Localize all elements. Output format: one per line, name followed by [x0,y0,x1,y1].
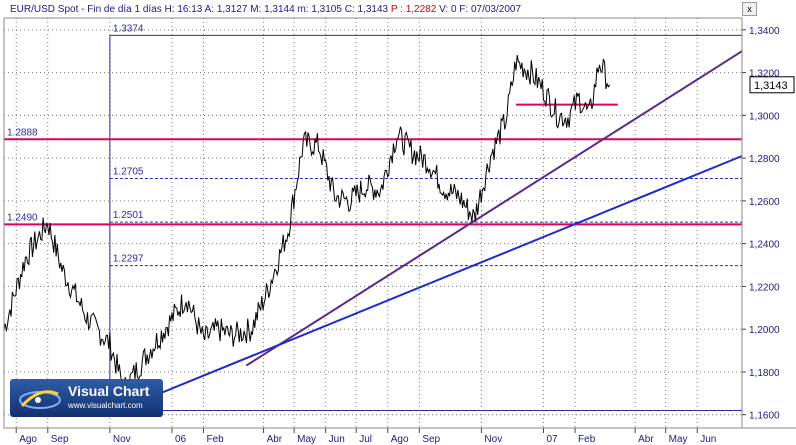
level-label: 1.2705 [113,166,144,177]
last-price-tag [749,76,795,94]
x-tick-label: Ago [19,434,37,445]
x-tick-label: Jun [700,434,716,445]
level-label: 1.2888 [7,127,38,138]
x-tick-label: Jun [329,434,345,445]
y-tick-label: 1,3400 [749,26,780,37]
m-label: M: [250,4,261,15]
x-tick-label: Feb [207,434,225,445]
x-tick-label: Nov [113,434,131,445]
x-tick-label: May [669,434,688,445]
a-value: 1,3127 [217,4,248,15]
c-label: C: [345,4,355,15]
x-tick-label: Sep [422,434,440,445]
logo-swoosh-icon [19,390,61,409]
f-label: F: [459,4,468,15]
n-label: m: [297,4,308,15]
price-line [3,55,611,398]
period-label: Fin de día 1 días [87,4,162,15]
header-text: EUR/USD Spot - Fin de día 1 días H: 16:1… [10,4,521,15]
m-value: 1,3144 [264,4,295,15]
x-tick-label: 07 [547,434,559,445]
x-tick-label: Abr [638,434,654,445]
header-bar: EUR/USD Spot - Fin de día 1 días H: 16:1… [10,4,521,15]
trendline-2 [149,155,743,399]
h-label: H: [165,4,175,15]
a-label: A: [205,4,214,15]
y-tick-label: 1,2400 [749,240,780,251]
symbol-label: EUR/USD Spot [10,4,79,15]
v-value: 0 [451,4,457,15]
c-value: 1,3143 [358,4,389,15]
p-label: P : [391,4,403,15]
series-layer [3,55,611,398]
y-tick-label: 1,3000 [749,111,780,122]
level-label: 1.2490 [7,212,38,223]
x-tick-label: Jul [359,434,372,445]
h-value: 16:13 [177,4,202,15]
y-tick-label: 1,2800 [749,154,780,165]
level-label: 1.2501 [113,210,144,221]
v-label: V: [439,4,448,15]
x-tick-label: Abr [267,434,283,445]
axes-layer: Ago Sep Nov 06 Feb Abr May Jun Jul Ago Sep Nov 07 Feb… [3,17,796,445]
close-icon: x [747,4,752,14]
x-tick-label: Nov [484,434,502,445]
p-value: 1,2282 [406,4,437,15]
y-tick-label: 1,1800 [749,368,780,379]
y-tick-label: 1,2600 [749,197,780,208]
annotation-layer: 1.3374 1.2888 1.2705 1.2490 1.2501 1.2297 [4,23,743,411]
logo-url: www.visualchart.com [68,401,143,410]
x-tick-label: Sep [51,434,69,445]
y-tick-label: 1,2200 [749,282,780,293]
grid-layer [4,18,742,428]
visual-chart-logo: Visual Chart www.visualchart.com [10,379,163,417]
last-price-label: 1,3143 [754,80,788,92]
x-tick-label: Ago [391,434,409,445]
close-button[interactable]: x [742,2,757,16]
trendline-1 [245,50,743,367]
level-label: 1.3374 [113,23,144,34]
y-tick-label: 1,1600 [749,411,780,422]
x-tick-label: 06 [175,434,187,445]
logo-title: Visual Chart [68,383,150,399]
f-value: 07/03/2007 [471,4,521,15]
level-label: 1.2297 [113,254,144,265]
y-tick-label: 1,2000 [749,325,780,336]
n-value: 1,3105 [311,4,342,15]
y-tick-label: 1,3200 [749,69,780,80]
x-tick-label: May [297,434,316,445]
x-tick-label: Feb [578,434,596,445]
